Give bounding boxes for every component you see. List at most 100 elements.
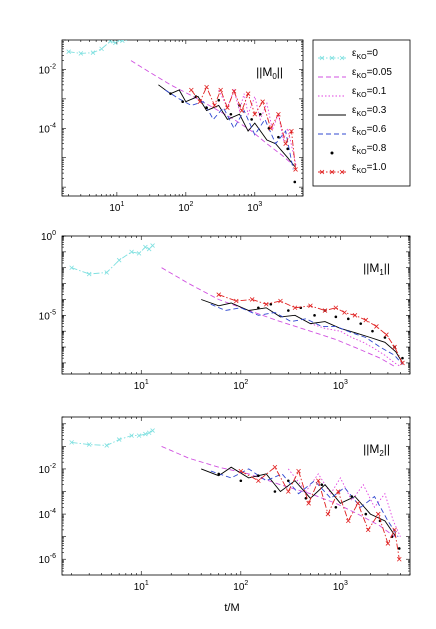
legend-marker — [329, 169, 335, 175]
legend-marker — [319, 169, 325, 175]
data-point — [229, 112, 233, 116]
data-point — [238, 468, 244, 474]
series-line-3 — [158, 84, 296, 167]
legend-label: εKO=1.0 — [352, 162, 387, 175]
x-axis-label: t/M — [224, 602, 239, 614]
series-line-4 — [210, 303, 403, 365]
data-point — [245, 91, 251, 96]
data-point — [335, 489, 341, 494]
series-line-2 — [287, 468, 401, 537]
data-point — [359, 322, 363, 325]
y-tick-label: 10-5 — [39, 309, 56, 322]
data-point — [120, 40, 125, 43]
data-point — [269, 302, 273, 306]
data-point — [334, 505, 338, 509]
plot-frame — [61, 39, 304, 197]
legend-label: εKO=0.8 — [352, 143, 387, 156]
data-point — [400, 360, 405, 366]
legend-label: εKO=0.1 — [352, 86, 387, 99]
data-point — [374, 324, 379, 329]
data-point — [150, 428, 155, 433]
data-point — [78, 51, 84, 56]
legend-entry: εKO=0.3 — [318, 105, 387, 118]
data-point — [218, 87, 223, 93]
data-point — [286, 147, 290, 151]
data-point — [66, 49, 71, 54]
data-point — [169, 92, 172, 95]
data-point — [277, 135, 280, 139]
legend-entry: εKO=0.6 — [318, 124, 387, 137]
data-point — [306, 501, 311, 506]
legend-box — [312, 39, 411, 187]
series-group — [69, 243, 405, 367]
data-point — [273, 490, 277, 493]
y-tick-label: 10-6 — [39, 553, 56, 566]
data-point — [217, 472, 221, 476]
legend-label: εKO=0 — [352, 48, 378, 61]
data-point — [146, 430, 152, 436]
data-point — [352, 313, 358, 318]
data-point — [113, 40, 118, 46]
data-point — [249, 297, 255, 302]
data-point — [308, 303, 313, 309]
plot-frame — [61, 416, 411, 576]
panel-label: ||M2|| — [363, 442, 390, 458]
data-point — [86, 271, 92, 277]
data-point — [286, 489, 291, 494]
legend-marker — [339, 55, 345, 61]
data-point — [392, 527, 397, 533]
x-tick-label: 103 — [247, 201, 262, 214]
legend-label: εKO=0.05 — [352, 67, 392, 80]
data-point — [383, 336, 387, 339]
data-point — [212, 103, 217, 108]
series-line-4 — [210, 468, 399, 537]
series-line-0 — [71, 245, 153, 275]
data-point — [385, 541, 391, 546]
data-point — [397, 547, 401, 550]
data-point — [333, 305, 339, 311]
data-point — [250, 118, 253, 121]
legend-label: εKO=0.3 — [352, 105, 387, 118]
data-point — [86, 442, 92, 447]
data-point — [257, 306, 260, 310]
data-point — [104, 443, 110, 448]
data-point — [216, 292, 222, 297]
data-point — [355, 501, 361, 506]
data-point — [69, 440, 74, 445]
data-point — [263, 301, 269, 307]
x-tick-label: 101 — [134, 379, 149, 392]
data-point — [181, 100, 184, 104]
data-point — [350, 495, 354, 498]
legend-entry: εKO=1.0 — [318, 162, 387, 175]
legend: εKO=0 εKO=0.05 εKO=0.1 εKO=0.3 εKO=0.6 εKO=0.… — [312, 39, 411, 187]
data-point — [143, 244, 148, 250]
legend-marker — [329, 55, 335, 61]
x-tick-label: 102 — [233, 379, 248, 392]
chart-panel-2: 101 102 103 10-2 10-4 10-6 ||M2|| — [39, 416, 411, 593]
series-line-0 — [68, 40, 124, 54]
data-point — [365, 527, 371, 533]
x-tick-label: 103 — [333, 379, 348, 392]
data-point — [69, 265, 74, 271]
series-line-4 — [164, 89, 294, 170]
data-point — [325, 511, 331, 517]
data-point — [396, 556, 402, 562]
y-tick-label: 10-4 — [39, 508, 56, 521]
data-point — [392, 344, 397, 350]
data-point — [342, 310, 347, 315]
data-point — [136, 251, 142, 256]
data-point — [117, 40, 123, 43]
series-line-1 — [161, 267, 395, 367]
data-point — [204, 84, 209, 90]
data-point — [116, 257, 122, 263]
data-point — [276, 111, 281, 117]
legend-label: εKO=0.6 — [352, 124, 387, 137]
chart-panel-1: 101 102 103 100 10-5 ||M1|| — [39, 230, 411, 392]
data-point — [150, 243, 155, 248]
series-line-3 — [201, 466, 397, 537]
data-point — [287, 479, 290, 483]
data-point — [296, 468, 301, 474]
data-point — [272, 464, 278, 470]
data-point — [268, 126, 273, 131]
data-point — [375, 511, 381, 517]
